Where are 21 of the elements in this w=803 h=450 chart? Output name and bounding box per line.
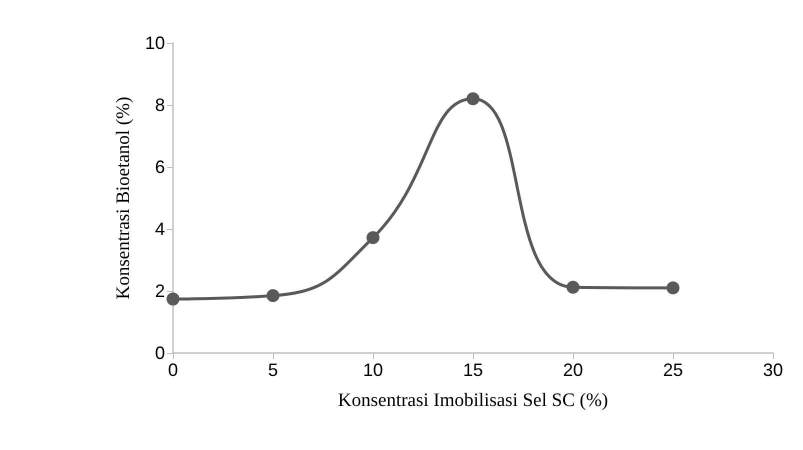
- y-tick-label: 6: [154, 157, 165, 177]
- x-axis-title: Konsentrasi Imobilisasi Sel SC (%): [338, 390, 608, 411]
- point: [266, 289, 280, 302]
- point: [466, 92, 480, 106]
- point: [566, 280, 580, 294]
- y-tick-label: 2: [154, 281, 165, 301]
- point: [366, 231, 380, 244]
- y-tick-label: 0: [154, 343, 165, 363]
- x-tick-label: 25: [662, 360, 684, 380]
- y-tick-label: 8: [154, 95, 165, 115]
- point: [666, 281, 680, 294]
- y-tick-label: 10: [144, 33, 165, 53]
- x-tick-label: 30: [762, 360, 784, 380]
- x-tick-label: 20: [562, 360, 584, 380]
- y-tick-label: 4: [154, 219, 165, 239]
- x-tick-label: 15: [462, 360, 484, 380]
- y-axis-title: Konsentrasi Bioetanol (%): [113, 96, 134, 300]
- point: [166, 292, 180, 306]
- x-tick-label: 0: [168, 360, 178, 380]
- x-tick-label: 10: [362, 360, 384, 380]
- x-tick-label: 5: [268, 360, 278, 380]
